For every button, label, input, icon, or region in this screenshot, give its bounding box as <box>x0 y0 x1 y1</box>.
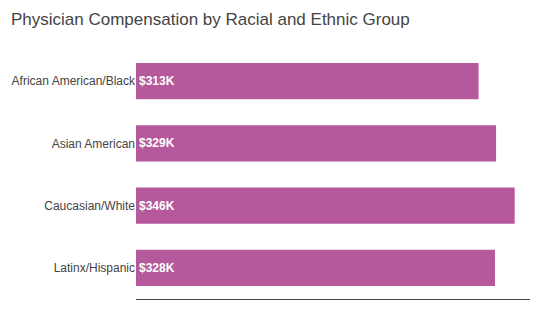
svg-text:Physician Compensation by Raci: Physician Compensation by Racial and Eth… <box>11 10 410 29</box>
svg-text:African American/Black: African American/Black <box>12 74 136 88</box>
svg-text:$346K: $346K <box>139 199 175 213</box>
svg-text:$328K: $328K <box>139 261 175 275</box>
svg-text:$313K: $313K <box>139 74 175 88</box>
svg-text:Latinx/Hispanic: Latinx/Hispanic <box>54 261 135 275</box>
svg-text:$329K: $329K <box>139 136 175 150</box>
svg-text:Caucasian/White: Caucasian/White <box>44 199 135 213</box>
svg-text:Asian American: Asian American <box>52 137 135 151</box>
